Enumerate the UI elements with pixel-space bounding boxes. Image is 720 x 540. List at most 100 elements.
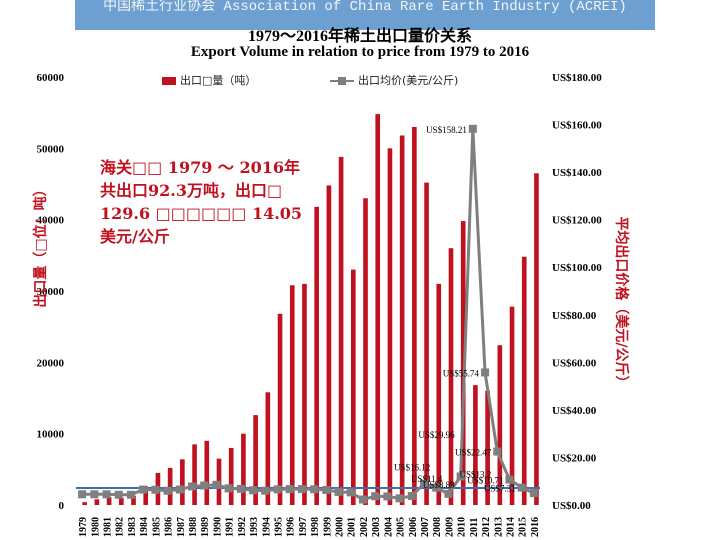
price-point bbox=[236, 484, 245, 493]
x-tick-label: 1989 bbox=[200, 517, 211, 537]
x-tick-label: 2012 bbox=[481, 517, 492, 537]
price-point bbox=[261, 486, 270, 495]
price-point bbox=[395, 494, 404, 503]
x-tick-label: 1994 bbox=[261, 517, 272, 537]
export-volume-bar bbox=[302, 283, 307, 505]
legend-bar-entry: 出口□量（吨） bbox=[162, 72, 256, 88]
x-tick-label: 1982 bbox=[115, 517, 126, 537]
x-tick-label: 1979 bbox=[78, 517, 89, 537]
y-right-tick-label: US$80.00 bbox=[552, 310, 597, 322]
price-point bbox=[371, 492, 380, 501]
price-point bbox=[102, 490, 111, 499]
price-point bbox=[175, 485, 184, 494]
legend-bar-swatch bbox=[162, 77, 176, 85]
x-tick-label: 2011 bbox=[469, 518, 480, 537]
x-tick-label: 2015 bbox=[518, 517, 529, 537]
data-label: US$11.4 bbox=[411, 474, 443, 484]
x-tick-label: 2008 bbox=[432, 517, 443, 537]
price-point bbox=[200, 481, 209, 490]
x-tick-label: 1992 bbox=[237, 517, 248, 537]
export-volume-bar bbox=[253, 415, 258, 505]
export-volume-bar bbox=[338, 156, 344, 506]
y-left-tick-label: 40000 bbox=[37, 215, 65, 227]
price-point bbox=[529, 489, 538, 498]
price-point bbox=[334, 487, 343, 496]
export-volume-bar bbox=[448, 248, 454, 505]
x-tick-label: 2010 bbox=[457, 517, 468, 537]
price-point bbox=[322, 486, 331, 495]
export-volume-bar bbox=[289, 285, 295, 505]
y-left-tick-label: 0 bbox=[59, 500, 65, 512]
export-volume-bar bbox=[375, 114, 381, 506]
price-point bbox=[456, 472, 465, 481]
x-tick-label: 1984 bbox=[139, 517, 150, 537]
export-volume-bar bbox=[143, 486, 149, 505]
x-tick-label: 1995 bbox=[273, 517, 284, 537]
association-banner: 中国稀土行业协会 Association of China Rare Earth… bbox=[75, 0, 655, 30]
x-tick-label: 1999 bbox=[322, 517, 333, 537]
export-volume-bar bbox=[314, 206, 319, 505]
price-point bbox=[90, 490, 99, 499]
export-volume-bar bbox=[363, 198, 368, 505]
legend-line-swatch bbox=[330, 77, 354, 85]
price-point bbox=[78, 490, 87, 499]
price-point bbox=[139, 485, 148, 494]
y-right-tick-label: US$180.00 bbox=[552, 72, 602, 84]
x-tick-label: 1990 bbox=[212, 517, 223, 537]
y-right-tick-label: US$140.00 bbox=[552, 167, 602, 179]
export-volume-bar bbox=[131, 495, 136, 505]
y-left-tick-label: 20000 bbox=[37, 357, 65, 369]
legend-bar-label: 出口□量（吨） bbox=[180, 74, 257, 87]
export-volume-bar bbox=[412, 126, 417, 505]
export-volume-bar bbox=[399, 135, 405, 505]
price-point bbox=[163, 486, 172, 495]
x-tick-label: 2009 bbox=[444, 517, 455, 537]
price-point bbox=[126, 490, 135, 499]
price-point bbox=[517, 483, 526, 492]
x-tick-label: 1981 bbox=[103, 517, 114, 537]
x-tick-label: 1983 bbox=[127, 517, 138, 537]
price-point bbox=[505, 475, 514, 484]
x-tick-label: 2005 bbox=[396, 517, 407, 537]
price-point bbox=[151, 485, 160, 494]
price-point bbox=[114, 490, 123, 499]
x-tick-label: 1985 bbox=[151, 517, 162, 537]
chart-title-en: Export Volume in relation to price from … bbox=[190, 44, 530, 60]
export-volume-bar bbox=[534, 173, 539, 506]
price-point bbox=[273, 485, 282, 494]
legend-line-label: 出口均价(美元/公斤) bbox=[358, 74, 459, 87]
export-volume-bar bbox=[424, 182, 429, 505]
chart-title-cn: 1979～2016年稀土出口量价关系 bbox=[247, 28, 472, 45]
data-label: US$16.12 bbox=[394, 463, 430, 473]
x-tick-label: 2001 bbox=[347, 517, 358, 537]
y-right-tick-label: US$100.00 bbox=[552, 262, 602, 274]
x-tick-label: 1997 bbox=[298, 517, 309, 537]
price-point bbox=[420, 479, 428, 488]
x-tick-label: 1987 bbox=[176, 517, 187, 537]
x-tick-label: 2003 bbox=[371, 517, 382, 537]
price-point bbox=[407, 491, 416, 500]
x-tick-label: 1998 bbox=[310, 517, 321, 537]
export-volume-bar bbox=[192, 444, 197, 505]
x-tick-label: 1988 bbox=[188, 517, 199, 537]
y-right-tick-label: US$120.00 bbox=[552, 215, 602, 227]
export-volume-bar bbox=[473, 385, 478, 505]
export-volume-bar bbox=[350, 269, 356, 505]
price-point bbox=[481, 368, 490, 377]
export-volume-bar bbox=[497, 345, 503, 505]
export-volume-bar bbox=[509, 306, 515, 505]
y-left-tick-label: 60000 bbox=[37, 72, 65, 84]
data-label: US$8.89 bbox=[423, 480, 455, 490]
x-tick-label: 2006 bbox=[408, 517, 419, 537]
export-volume-bar bbox=[265, 392, 271, 505]
price-point bbox=[224, 484, 233, 493]
export-volume-bar bbox=[94, 499, 100, 505]
x-tick-label: 2014 bbox=[505, 517, 516, 537]
price-point bbox=[188, 482, 196, 491]
export-volume-bar bbox=[241, 433, 246, 505]
data-label: US$158.21 bbox=[426, 125, 467, 135]
export-volume-bar bbox=[485, 390, 490, 505]
export-volume-bar bbox=[228, 447, 234, 505]
legend-line-entry: 出口均价(美元/公斤) bbox=[330, 72, 458, 88]
